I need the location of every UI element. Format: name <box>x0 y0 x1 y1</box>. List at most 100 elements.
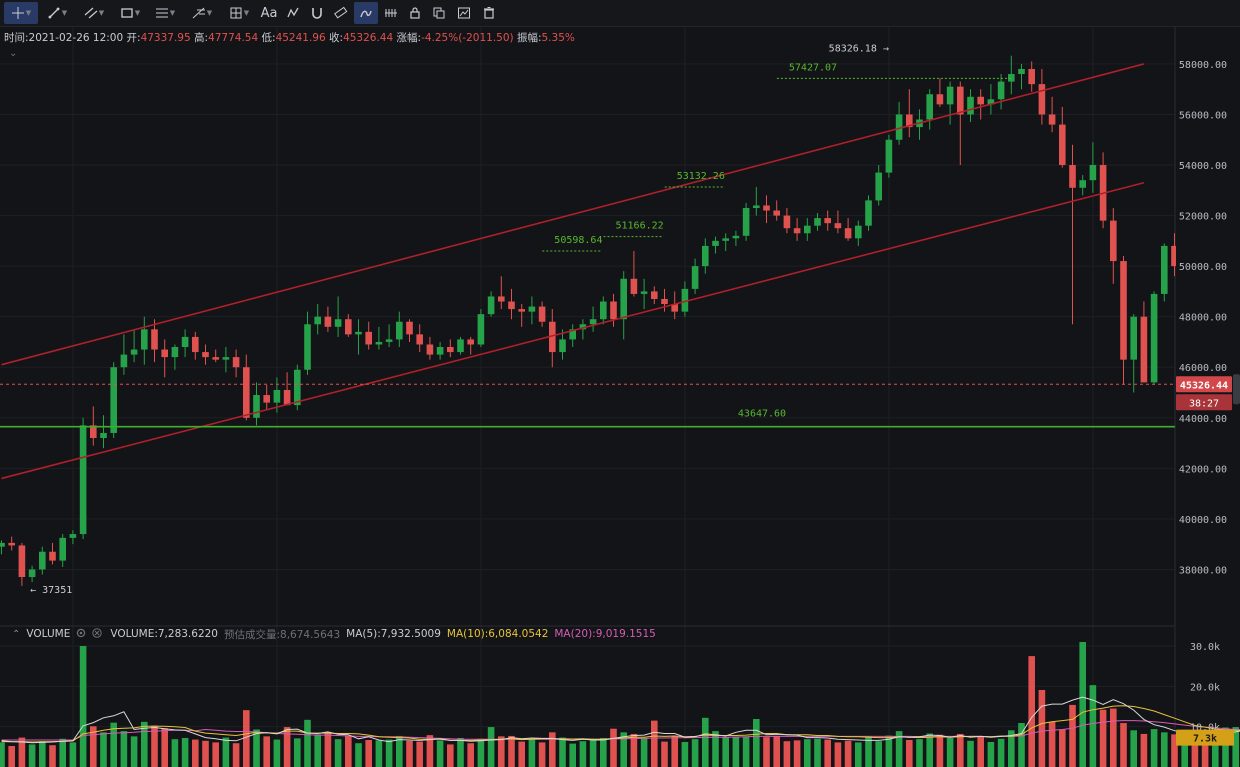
candle-body <box>406 321 413 335</box>
candle-body <box>844 228 852 239</box>
price-axis[interactable]: 38000.00 40000.00 42000.00 44000.00 46000.00… <box>1176 26 1240 626</box>
dropdown-caret-icon[interactable]: ▼ <box>243 9 250 17</box>
price-tick-label: 52000.00 <box>1179 212 1227 223</box>
horizontal-lines-icon <box>155 6 169 20</box>
candle <box>783 207 791 234</box>
hide-drawings-tool-button[interactable] <box>452 2 476 24</box>
candle-body <box>447 347 454 353</box>
candle <box>161 339 168 378</box>
close-x-icon[interactable] <box>92 627 103 641</box>
candle-body <box>1150 293 1158 383</box>
dropdown-caret-icon[interactable]: ▼ <box>206 9 213 17</box>
lock-tool-button[interactable] <box>404 2 426 24</box>
volume-bar <box>1150 729 1158 767</box>
change-value: -4.25%(-2011.50) <box>421 32 514 44</box>
volume-bar <box>141 721 148 767</box>
volume-bar <box>161 728 168 767</box>
fib-tool-tool-button[interactable]: ▼ <box>184 2 220 24</box>
candle-body <box>436 347 444 355</box>
candle-body <box>702 245 709 267</box>
text-tool-tool-button[interactable]: Aa <box>258 2 280 24</box>
dropdown-caret-icon[interactable]: ▼ <box>98 9 105 17</box>
price-tick-label: 44000.00 <box>1179 414 1227 425</box>
candle-body <box>161 349 168 358</box>
candle-body <box>987 99 995 105</box>
low-label: 低: <box>261 32 276 44</box>
candle <box>212 349 219 363</box>
candle-body <box>518 309 525 312</box>
volume-bar <box>773 736 780 767</box>
drawings-layer[interactable] <box>0 63 1175 480</box>
candle <box>1150 291 1158 385</box>
candle-body <box>814 218 821 226</box>
ruler-tool-button[interactable] <box>330 2 352 24</box>
candle <box>630 250 638 297</box>
axis-scroll-handle[interactable] <box>1233 374 1240 405</box>
volume-bar <box>865 735 872 767</box>
candle-body <box>1038 84 1046 115</box>
volume-bar <box>1120 723 1127 767</box>
channel-upper-line[interactable] <box>1 63 1145 366</box>
ma5-line <box>1 696 1240 744</box>
volume-tick-label: 10.0k <box>1190 723 1220 734</box>
candle <box>885 134 893 178</box>
countdown-text: 38:27 <box>1189 398 1219 409</box>
volume-axis[interactable]: 10.0k 20.0k 30.0k 7.3k <box>1176 642 1234 746</box>
volume-bar <box>243 710 250 767</box>
dropdown-caret-icon[interactable]: ▼ <box>134 9 141 17</box>
volume-bar <box>1079 642 1086 767</box>
level-label: 57427.07 <box>789 62 837 73</box>
channel-lower-line[interactable] <box>1 181 1145 480</box>
volume-bar <box>1191 736 1199 767</box>
trendline-tool-button[interactable]: ▼ <box>40 2 74 24</box>
volume-bar <box>49 745 56 767</box>
pattern-icon <box>286 6 300 20</box>
candle-body <box>559 339 566 353</box>
copy-tool-button[interactable] <box>428 2 450 24</box>
volume-bar <box>416 741 423 767</box>
volume-bar <box>59 738 66 767</box>
candle-body <box>824 218 831 224</box>
candle-body <box>936 94 944 105</box>
collapse-chevron-icon[interactable]: ⌃ <box>12 628 21 640</box>
low-value: 45241.96 <box>275 32 326 44</box>
volume-bar <box>640 737 648 767</box>
drawing-toolbar: ▼ ▼ ▼ ▼ ▼ ▼ ▼ Aa <box>0 0 1240 27</box>
draw-mode-tool-button[interactable] <box>354 2 378 24</box>
dropdown-caret-icon[interactable]: ▼ <box>169 9 176 17</box>
dropdown-caret-icon[interactable]: ▼ <box>25 9 32 17</box>
volume-bar <box>1089 685 1097 767</box>
settings-gear-icon[interactable] <box>76 628 86 641</box>
pattern-tool-button[interactable] <box>282 2 304 24</box>
volume-bar <box>18 737 26 767</box>
candle-body <box>232 357 240 368</box>
volume-bar <box>324 732 332 767</box>
magnet-tool-button[interactable] <box>306 2 328 24</box>
horizontal-lines-tool-button[interactable]: ▼ <box>148 2 182 24</box>
volume-bar <box>477 738 485 767</box>
volume-bar <box>1232 727 1239 767</box>
text-tool-icon: Aa <box>260 5 278 21</box>
volume-bar <box>732 737 740 767</box>
volume-bar <box>487 727 495 767</box>
measure-tool-button[interactable] <box>380 2 402 24</box>
candle-body <box>355 331 362 335</box>
parallel-channel-tool-button[interactable]: ▼ <box>76 2 112 24</box>
candle-body <box>1048 114 1056 125</box>
candle-body <box>59 537 66 561</box>
volume-bar <box>681 742 689 767</box>
rectangle-tool-button[interactable]: ▼ <box>114 2 146 24</box>
candle-body <box>273 389 281 403</box>
dropdown-caret-icon[interactable]: ▼ <box>61 9 68 17</box>
volume-bar <box>447 744 454 767</box>
volume-bar <box>885 735 893 767</box>
crosshair-tool-button[interactable]: ▼ <box>4 2 38 24</box>
candle-body <box>416 334 423 345</box>
volume-bar <box>967 740 974 767</box>
gann-box-tool-button[interactable]: ▼ <box>222 2 256 24</box>
trash-tool-button[interactable] <box>478 2 500 24</box>
candle-body <box>49 551 56 561</box>
legend-collapse-chevron-icon[interactable]: ⌄ <box>9 48 18 59</box>
volume-bar <box>436 740 444 767</box>
